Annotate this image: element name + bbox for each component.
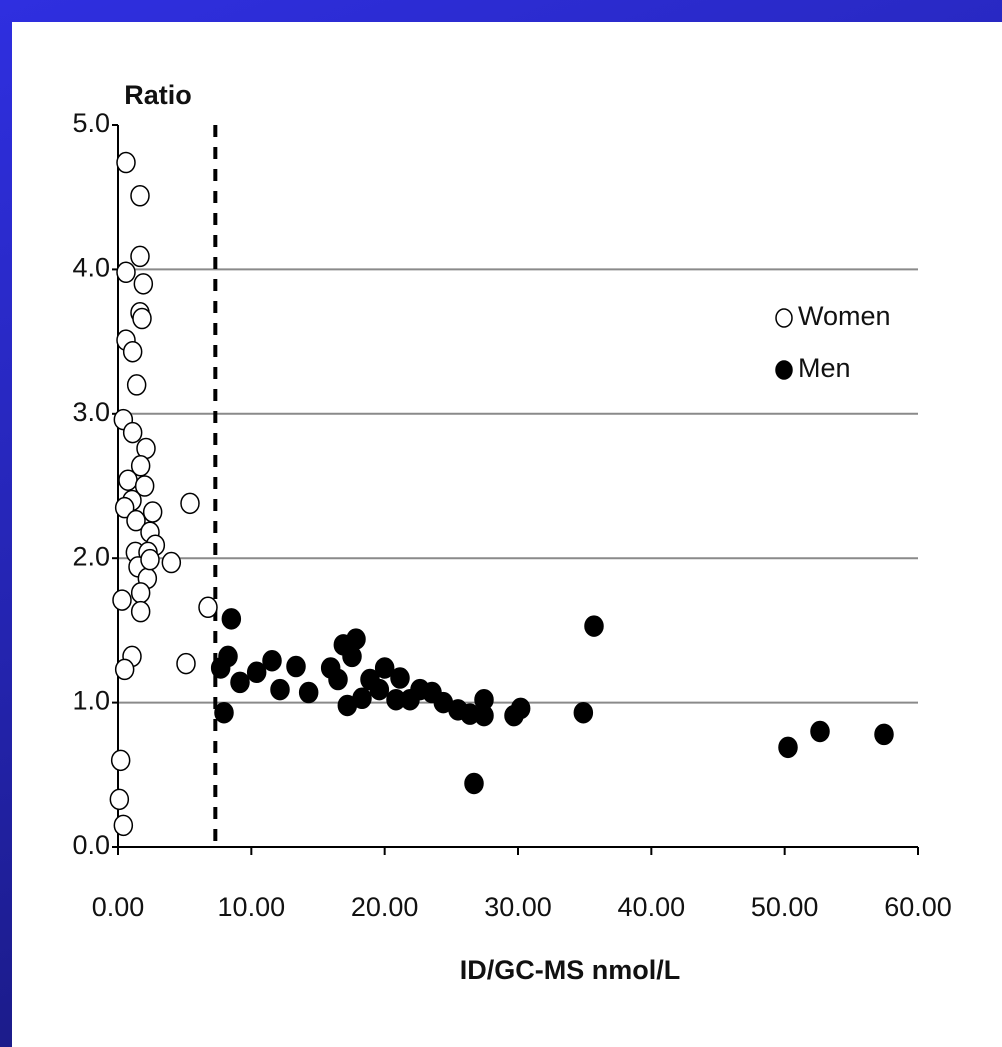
legend-marker [775, 360, 793, 380]
data-point [134, 475, 155, 497]
x-axis-label: ID/GC-MS nmol/L [460, 955, 680, 985]
data-point [161, 551, 182, 574]
data-point [122, 421, 143, 444]
data-point [140, 548, 160, 571]
data-point [810, 720, 830, 743]
y-axis-label: Ratio [124, 80, 192, 110]
y-tick-label: 0.0 [72, 830, 110, 860]
data-point [270, 678, 290, 701]
data-point [246, 661, 267, 684]
data-point [114, 658, 135, 681]
data-point [352, 687, 372, 710]
data-point [130, 600, 151, 623]
y-tick-label: 1.0 [72, 686, 110, 716]
y-tick-label: 2.0 [72, 541, 110, 571]
data-point [369, 678, 390, 701]
data-point [114, 496, 135, 519]
data-point [342, 645, 362, 668]
data-point [221, 608, 242, 630]
data-point [133, 273, 154, 295]
data-point [126, 374, 147, 396]
data-point [374, 657, 395, 679]
data-point [778, 736, 798, 759]
data-point [328, 668, 348, 691]
data-point [126, 509, 146, 532]
data-point [122, 340, 143, 363]
data-point [573, 701, 594, 724]
data-point [464, 772, 484, 795]
x-tick-label: 50.00 [751, 892, 819, 922]
x-tick-label: 20.00 [351, 892, 419, 922]
x-tick-label: 10.00 [218, 892, 286, 922]
data-point [142, 501, 163, 523]
data-point [110, 749, 131, 772]
data-point [130, 185, 150, 207]
x-tick-label: 60.00 [884, 892, 952, 922]
data-point [262, 649, 282, 672]
data-point [198, 596, 218, 619]
legend-marker [775, 308, 793, 328]
data-point [584, 615, 604, 637]
data-point [218, 645, 238, 668]
data-point [130, 455, 151, 477]
data-point [130, 245, 150, 268]
y-tick-label: 5.0 [72, 108, 110, 138]
x-tick-label: 40.00 [618, 892, 686, 922]
data-point [130, 582, 151, 604]
data-point [109, 788, 130, 811]
y-tick-label: 3.0 [72, 397, 110, 427]
data-point [116, 151, 136, 174]
data-point [113, 814, 134, 837]
data-point [116, 261, 136, 284]
data-point [298, 681, 319, 704]
data-point [390, 667, 410, 689]
data-point [112, 589, 132, 611]
data-point [176, 652, 196, 675]
data-point [474, 704, 494, 727]
x-tick-label: 0.00 [92, 892, 145, 922]
data-point [230, 671, 250, 694]
y-tick-label: 4.0 [72, 253, 110, 283]
data-point [214, 701, 234, 724]
data-point [180, 492, 200, 515]
data-point [132, 307, 152, 330]
data-point [118, 469, 138, 491]
slide-panel [12, 22, 1002, 1047]
data-point [510, 697, 531, 720]
data-point [874, 723, 894, 746]
legend-label: Men [798, 353, 851, 383]
legend-label: Women [798, 301, 891, 331]
x-tick-label: 30.00 [484, 892, 552, 922]
data-point [286, 655, 306, 678]
